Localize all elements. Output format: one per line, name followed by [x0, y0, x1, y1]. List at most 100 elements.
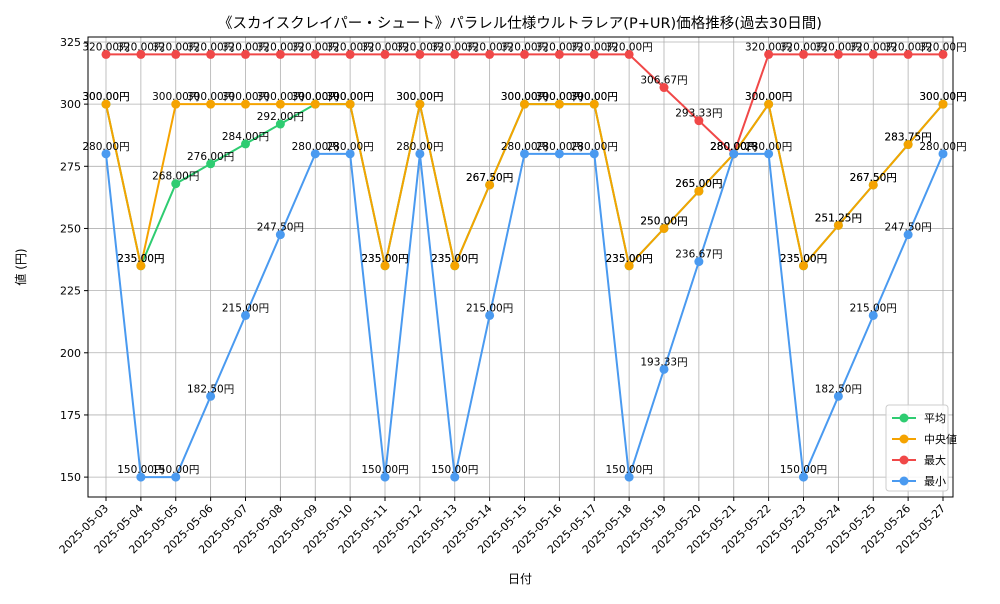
data-label: 280.00円	[292, 141, 339, 153]
data-point	[624, 472, 634, 482]
data-label: 280.00円	[710, 141, 757, 153]
data-point	[624, 49, 634, 59]
data-label: 250.00円	[640, 215, 687, 227]
data-label: 293.33円	[675, 108, 722, 120]
data-label: 235.00円	[780, 253, 827, 265]
data-label: 182.50円	[815, 383, 862, 395]
data-point	[520, 99, 529, 109]
legend-label: 最小	[924, 475, 946, 488]
data-label: 267.50円	[850, 172, 897, 184]
series-group	[101, 99, 948, 271]
data-label: 283.75円	[885, 132, 932, 144]
data-point	[764, 99, 774, 109]
data-label: 280.00円	[396, 141, 443, 153]
data-label: 235.00円	[117, 253, 164, 265]
data-label: 150.00円	[152, 464, 199, 476]
data-label: 150.00円	[780, 464, 827, 476]
data-label: 280.00円	[919, 141, 966, 153]
y-tick-label: 325	[60, 36, 81, 49]
y-tick-label: 175	[60, 409, 81, 422]
data-label: 320.00円	[850, 41, 897, 53]
data-point	[694, 116, 704, 126]
data-point	[903, 49, 913, 59]
data-point	[275, 119, 285, 129]
data-point	[868, 49, 878, 59]
data-label: 280.00円	[571, 141, 618, 153]
data-label: 276.00円	[187, 151, 234, 163]
tick-layer: 1501752002252502753003252025-05-032025-0…	[57, 36, 948, 556]
data-point	[520, 49, 529, 59]
data-point	[868, 310, 878, 320]
data-label: 300.00円	[396, 91, 443, 103]
grid-layer	[88, 37, 953, 497]
data-point	[659, 83, 669, 93]
data-label: 320.00円	[327, 41, 374, 53]
data-label: 300.00円	[919, 91, 966, 103]
y-tick-label: 300	[60, 98, 81, 111]
data-point	[136, 49, 146, 59]
data-label: 236.67円	[675, 249, 722, 261]
data-label: 284.00円	[222, 131, 269, 143]
data-point	[345, 49, 355, 59]
chart-title: 《スカイスクレイパー・シュート》パラレル仕様ウルトラレア(P+UR)価格推移(過…	[218, 15, 822, 32]
data-point	[345, 149, 355, 159]
data-label: 280.00円	[710, 141, 757, 153]
data-label: 235.00円	[431, 253, 478, 265]
data-point	[310, 149, 320, 159]
data-label: 320.00円	[117, 41, 164, 53]
data-point	[938, 49, 948, 59]
data-point	[136, 261, 146, 271]
data-label: 320.00円	[292, 41, 339, 53]
data-point	[415, 149, 425, 159]
data-label: 300.00円	[292, 91, 339, 103]
data-label: 280.00円	[327, 141, 374, 153]
data-label: 150.00円	[361, 464, 408, 476]
data-label: 300.00円	[536, 91, 583, 103]
legend-label: 最大	[924, 453, 946, 467]
data-label: 235.00円	[431, 253, 478, 265]
data-label: 182.50円	[187, 383, 234, 395]
data-point	[450, 261, 460, 271]
legend-box	[885, 404, 949, 492]
data-label: 300.00円	[82, 91, 129, 103]
data-label: 280.00円	[745, 141, 792, 153]
data-point	[380, 49, 390, 59]
data-label: 300.00円	[536, 91, 583, 103]
data-label-layer: 300.00円 235.00円 268.00円 276.00円 284.00円 292.0…	[82, 41, 966, 476]
data-label: 320.00円	[919, 41, 966, 53]
data-point	[903, 140, 913, 150]
data-point	[171, 472, 181, 482]
data-label: 320.00円	[571, 41, 618, 53]
data-label: 280.00円	[710, 141, 757, 153]
data-point	[485, 310, 495, 320]
data-label: 300.00円	[919, 91, 966, 103]
data-point	[380, 472, 390, 482]
data-point	[938, 99, 948, 109]
data-label: 300.00円	[501, 91, 548, 103]
y-tick-label: 225	[60, 285, 81, 298]
data-point	[206, 391, 216, 401]
data-label: 300.00円	[501, 91, 548, 103]
data-point	[101, 149, 111, 159]
y-tick-label: 275	[60, 160, 81, 173]
data-label: 280.00円	[536, 141, 583, 153]
data-label: 320.00円	[606, 41, 653, 53]
data-label: 150.00円	[117, 464, 164, 476]
data-point	[554, 49, 564, 59]
data-label: 320.00円	[885, 41, 932, 53]
data-label: 215.00円	[466, 302, 513, 314]
data-point	[275, 99, 285, 109]
data-point	[764, 49, 774, 59]
data-label: 300.00円	[222, 91, 269, 103]
data-point	[833, 49, 843, 59]
data-point	[206, 99, 216, 109]
data-point	[171, 179, 181, 189]
series-group	[101, 149, 948, 482]
data-label: 320.00円	[187, 41, 234, 53]
data-label: 300.00円	[745, 91, 792, 103]
data-label: 280.00円	[501, 141, 548, 153]
y-tick-label: 250	[60, 222, 81, 235]
data-point	[903, 230, 913, 240]
data-label: 300.00円	[187, 91, 234, 103]
